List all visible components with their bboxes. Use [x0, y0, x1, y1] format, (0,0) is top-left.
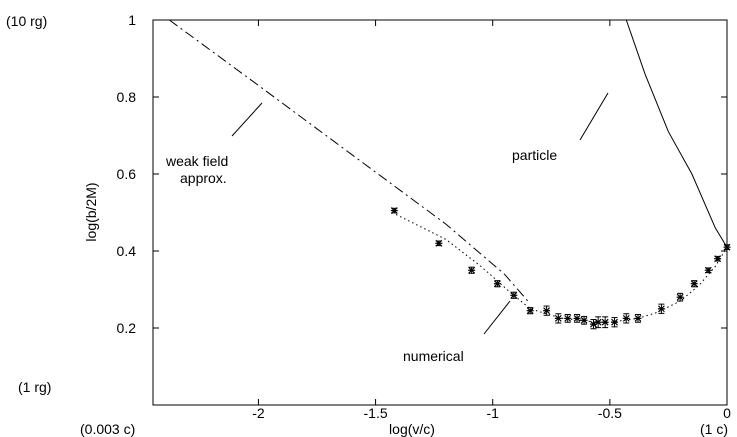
y-secondary-top-label: (10 rg)	[6, 13, 47, 29]
data-point	[493, 280, 501, 288]
numerical-fit-line	[391, 212, 728, 323]
y-axis-label: log(b/2M)	[83, 182, 99, 241]
x-tick-label: -2	[252, 405, 265, 421]
data-point	[573, 314, 581, 323]
annotation-weak-field-line2: approx.	[180, 170, 227, 186]
particle-line	[625, 19, 728, 248]
data-point	[676, 292, 684, 302]
data-point	[723, 243, 731, 251]
data-point	[657, 303, 665, 314]
data-point	[390, 207, 398, 214]
data-point	[714, 255, 722, 263]
annotation-particle: particle	[512, 147, 557, 163]
data-point	[622, 313, 630, 324]
data-point	[564, 314, 572, 323]
x-tick-label: -1.5	[364, 405, 388, 421]
weak-field-approx-line	[169, 19, 529, 302]
y-tick-label: 0.2	[117, 320, 137, 336]
data-point	[554, 313, 562, 324]
y-tick-label: 0.6	[117, 166, 137, 182]
x-tick-label: -1	[486, 405, 499, 421]
data-points	[390, 207, 731, 330]
annotation-numerical: numerical	[403, 348, 464, 364]
annotation-numerical-pointer	[483, 300, 511, 335]
data-point	[704, 266, 712, 274]
data-point	[468, 266, 476, 274]
y-tick-label: 1	[128, 12, 136, 28]
data-point	[589, 319, 597, 330]
plot-frame	[152, 19, 728, 406]
x-tick-label: 0	[723, 405, 731, 421]
y-tick-label: 0.8	[117, 89, 137, 105]
x-tick-label: -0.5	[598, 405, 622, 421]
x-secondary-left-label: (0.003 c)	[80, 421, 135, 437]
data-point	[580, 315, 588, 325]
x-secondary-right-label: (1 c)	[700, 421, 728, 437]
data-point	[526, 307, 534, 315]
data-point	[601, 316, 609, 329]
data-point	[594, 316, 602, 329]
data-point	[690, 280, 698, 288]
x-axis-label: log(v/c)	[389, 421, 435, 437]
data-point	[510, 291, 518, 299]
annotation-weak-field-line1: weak field	[165, 153, 228, 169]
data-point	[611, 317, 619, 328]
y-tick-label: 0.4	[117, 243, 137, 259]
data-point	[435, 239, 443, 247]
annotation-weak-field-pointer	[231, 102, 263, 137]
y-secondary-bottom-label: (1 rg)	[18, 379, 51, 395]
data-point	[634, 314, 642, 323]
series-lines	[169, 19, 728, 323]
annotation-particle-pointer	[579, 92, 609, 141]
data-point	[543, 305, 551, 316]
axis-ticks: -2 -1.5 -1 -0.5 0 0.2 0.4 0.6 0.8 1	[117, 12, 732, 421]
